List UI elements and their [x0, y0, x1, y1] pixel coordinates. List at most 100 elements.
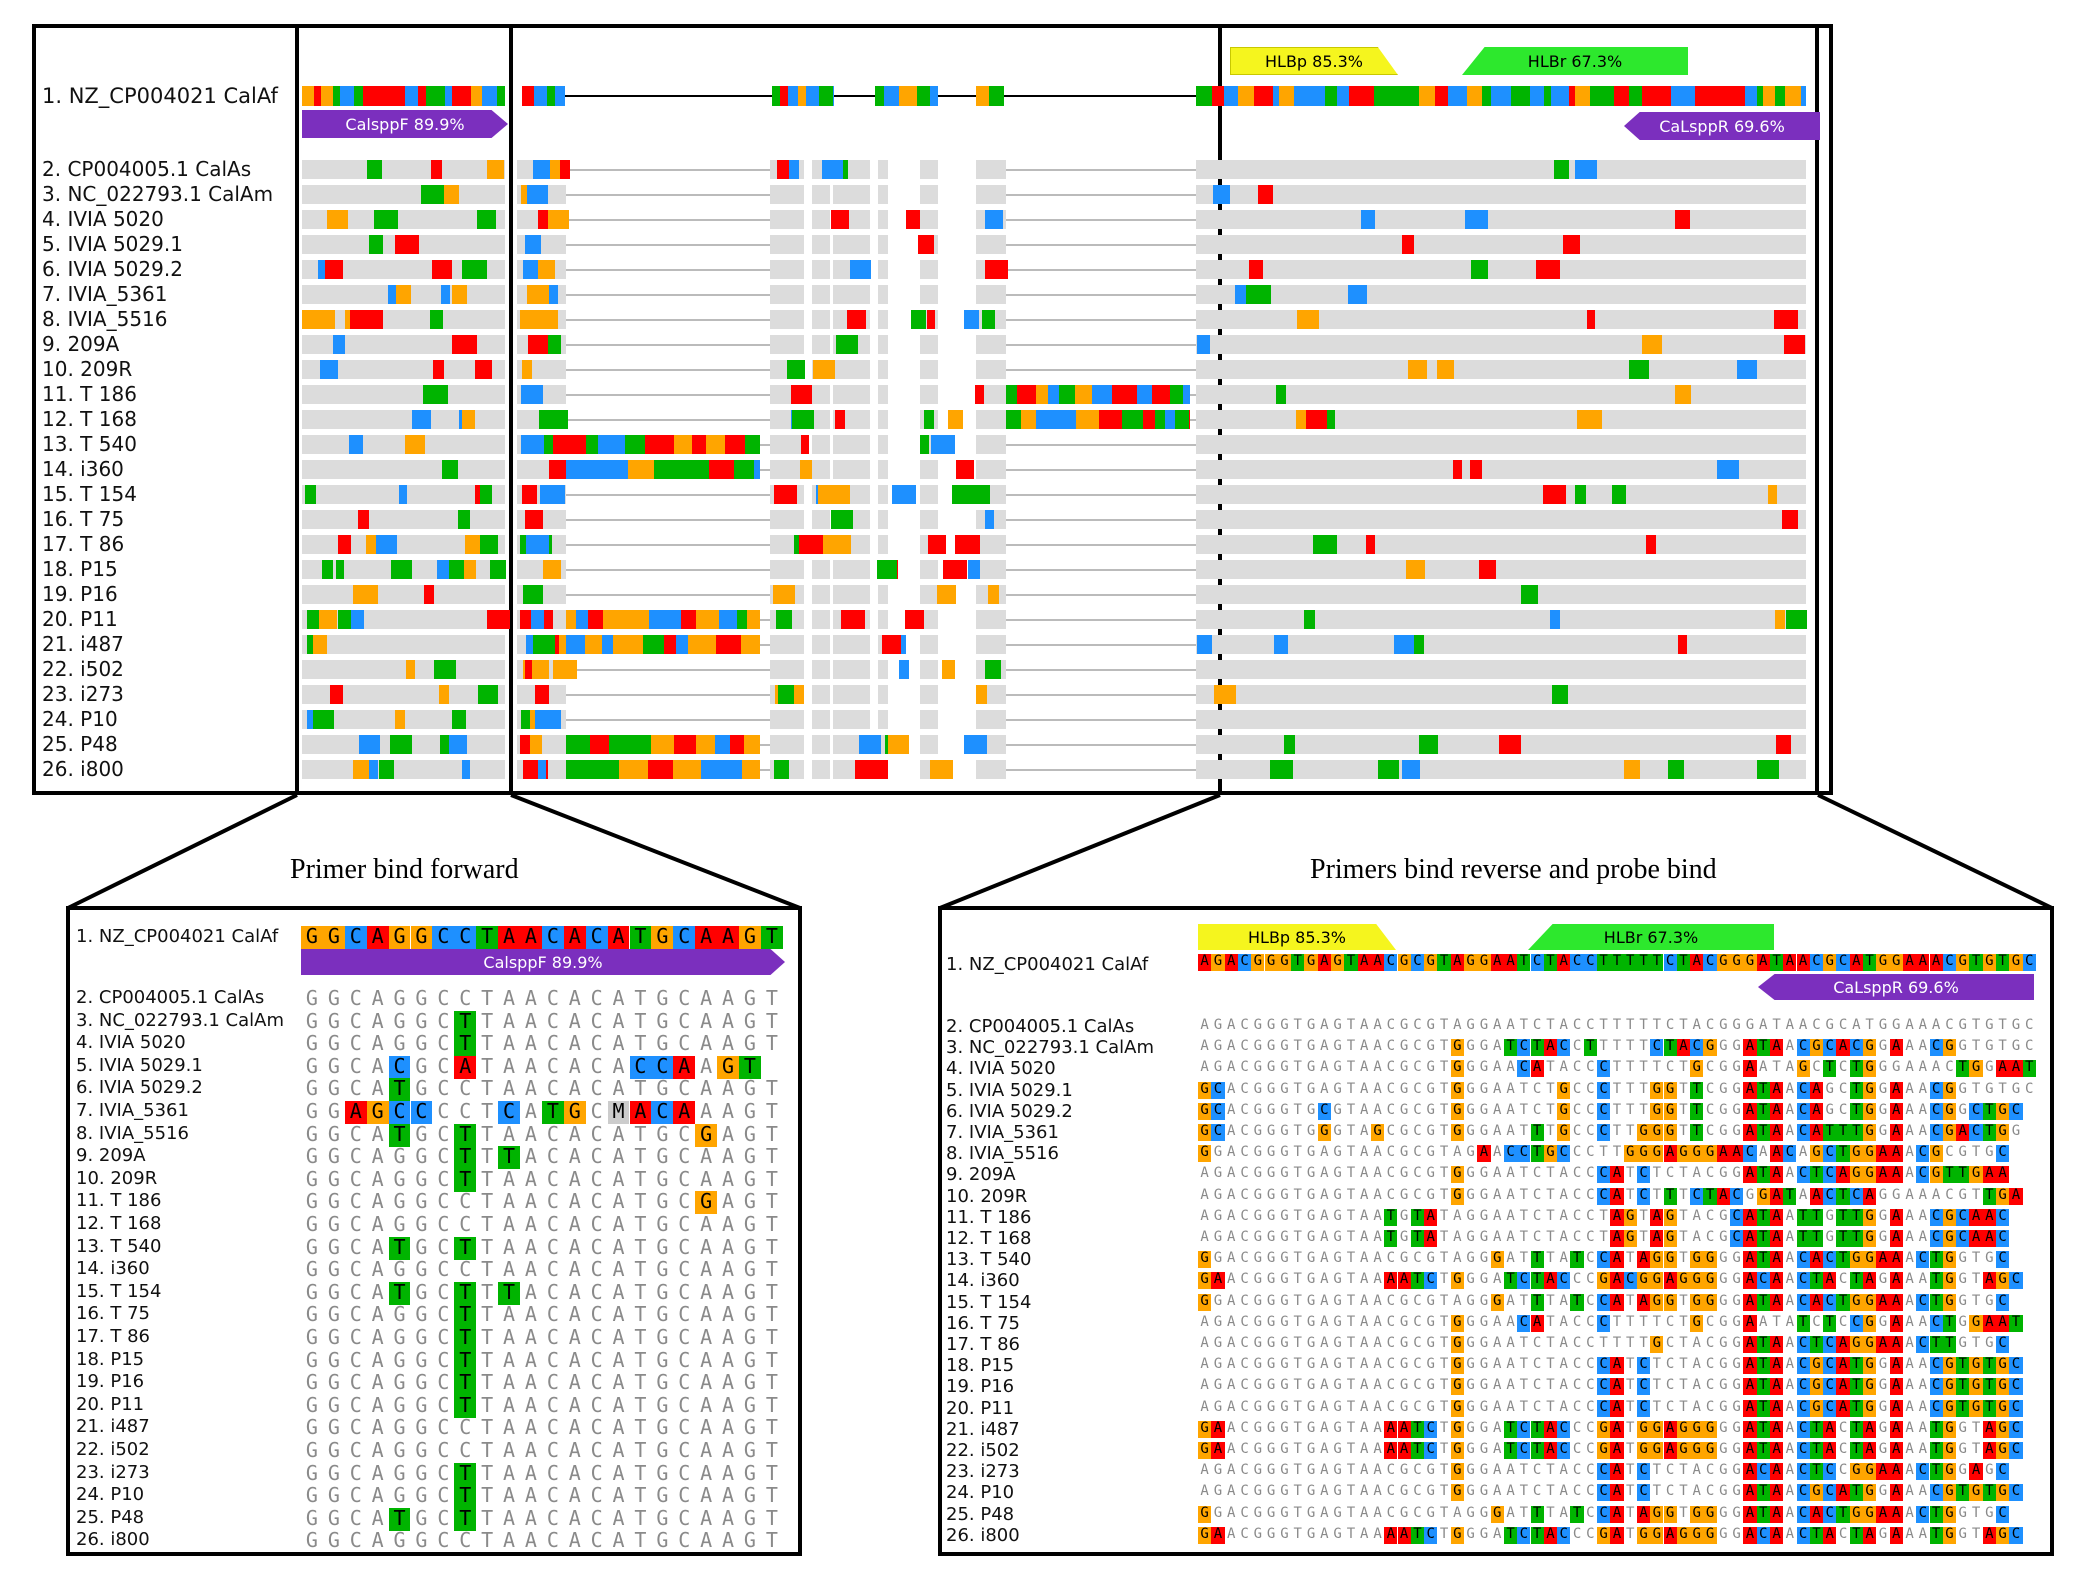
- ref-base-block: [1325, 86, 1337, 106]
- nucleotide: A: [1373, 1017, 1382, 1033]
- nucleotide: G: [1479, 1356, 1489, 1373]
- nucleotide: C: [2025, 1080, 2034, 1097]
- nucleotide: A: [2009, 1060, 2023, 1078]
- nucleotide: C: [1690, 1039, 1704, 1057]
- nucleotide: A: [1503, 954, 1518, 971]
- nucleotide: A: [1905, 1080, 1914, 1097]
- variant-block: [1361, 210, 1375, 229]
- nucleotide: G: [1426, 1017, 1435, 1033]
- nucleotide: C: [1386, 1313, 1396, 1330]
- nucleotide: G: [1253, 1101, 1263, 1118]
- nucleotide: A: [1493, 1123, 1502, 1139]
- nucleotide: A: [1493, 1462, 1502, 1479]
- nucleotide: T: [1546, 1483, 1555, 1500]
- nucleotide: G: [656, 1008, 669, 1033]
- nucleotide: A: [1506, 1335, 1515, 1351]
- variant-block: [918, 235, 934, 254]
- nucleotide: G: [1985, 1292, 1994, 1309]
- overview-ref-label: 1. NZ_CP004021 CalAf: [42, 84, 278, 108]
- nucleotide: G: [1479, 1271, 1489, 1288]
- nucleotide: A: [1889, 1357, 1903, 1375]
- nucleotide: T: [1756, 1230, 1770, 1247]
- nucleotide: C: [349, 1415, 362, 1440]
- insertion-block: [649, 610, 665, 629]
- nucleotide: G: [1333, 1292, 1342, 1309]
- nucleotide: T: [1439, 1017, 1449, 1033]
- nucleotide: C: [1572, 1059, 1582, 1076]
- nucleotide: C: [2009, 1442, 2023, 1459]
- nucleotide: A: [722, 1392, 735, 1417]
- nucleotide: A: [1373, 1525, 1382, 1542]
- nucleotide: T: [1546, 1101, 1555, 1118]
- nucleotide: A: [1982, 1208, 1996, 1226]
- variant-block: [850, 260, 871, 279]
- nucleotide: C: [1703, 954, 1717, 971]
- nucleotide: C: [1665, 1398, 1675, 1415]
- track-segment: [1196, 635, 1806, 654]
- nucleotide: T: [1996, 954, 2010, 971]
- nucleotide: G: [1958, 1313, 1967, 1330]
- variant-block: [462, 760, 470, 779]
- track-segment: [812, 635, 830, 654]
- nucleotide: T: [1971, 1419, 1981, 1436]
- nucleotide: A: [503, 1121, 516, 1146]
- variant-block: [1304, 610, 1315, 629]
- ref-base-block: [1261, 86, 1273, 106]
- nucleotide: C: [1572, 1313, 1582, 1330]
- nucleotide: T: [454, 1507, 477, 1531]
- nucleotide: A: [568, 1279, 581, 1304]
- nucleotide: G: [1985, 1504, 1994, 1521]
- nucleotide: G: [1466, 1462, 1475, 1479]
- variant-block: [931, 435, 955, 454]
- nucleotide: C: [1945, 1017, 1954, 1033]
- nucleotide: T: [1836, 1230, 1850, 1247]
- nucleotide: T: [454, 1168, 477, 1192]
- nucleotide: C: [1413, 1504, 1422, 1521]
- nucleotide: G: [1743, 954, 1757, 971]
- nucleotide: T: [1612, 1101, 1622, 1118]
- nucleotide: A: [524, 1212, 537, 1236]
- nucleotide: G: [415, 1438, 428, 1462]
- nucleotide: G: [1306, 1377, 1316, 1394]
- nucleotide: A: [722, 1528, 735, 1553]
- insertion-block: [664, 635, 676, 654]
- nucleotide: G: [1958, 1504, 1967, 1521]
- nucleotide: C: [1572, 1038, 1582, 1055]
- nucleotide: G: [1690, 1420, 1704, 1438]
- nucleotide: T: [1612, 1313, 1622, 1330]
- nucleotide: A: [1692, 1398, 1701, 1415]
- nucleotide: T: [765, 1257, 778, 1282]
- nucleotide: C: [1572, 1165, 1582, 1182]
- nucleotide: G: [1450, 1442, 1464, 1459]
- nucleotide: C: [1586, 1377, 1595, 1394]
- nucleotide: A: [371, 1257, 384, 1282]
- nucleotide: G: [1266, 1483, 1276, 1500]
- nucleotide: C: [349, 1438, 362, 1462]
- nucleotide: C: [1838, 1313, 1848, 1330]
- nucleotide: A: [1360, 1335, 1369, 1351]
- nucleotide: C: [1796, 1442, 1810, 1459]
- reverse-row-label: 15. T 154: [946, 1291, 1032, 1313]
- nucleotide: G: [1213, 1398, 1223, 1415]
- insertion-block: [754, 460, 760, 479]
- nucleotide: T: [1849, 1442, 1863, 1459]
- track-segment: [878, 210, 888, 229]
- nucleotide: A: [1743, 1526, 1757, 1544]
- variant-block: [350, 310, 366, 329]
- track-segment: [920, 660, 938, 679]
- nucleotide: G: [1426, 1080, 1435, 1097]
- nucleotide: G: [1198, 1442, 1212, 1459]
- nucleotide: A: [454, 1055, 477, 1079]
- nucleotide: G: [1557, 1081, 1571, 1099]
- nucleotide: T: [1599, 1038, 1608, 1055]
- nucleotide: G: [1623, 1230, 1637, 1247]
- nucleotide: C: [1636, 1187, 1651, 1205]
- nucleotide: A: [1743, 1251, 1757, 1269]
- nucleotide: T: [1293, 1313, 1302, 1330]
- insertion-block: [1076, 410, 1099, 429]
- track-segment: [878, 235, 888, 254]
- nucleotide: A: [1610, 1251, 1624, 1269]
- nucleotide: A: [700, 1347, 713, 1372]
- nucleotide: A: [1200, 1207, 1209, 1224]
- nucleotide: T: [1439, 1525, 1449, 1542]
